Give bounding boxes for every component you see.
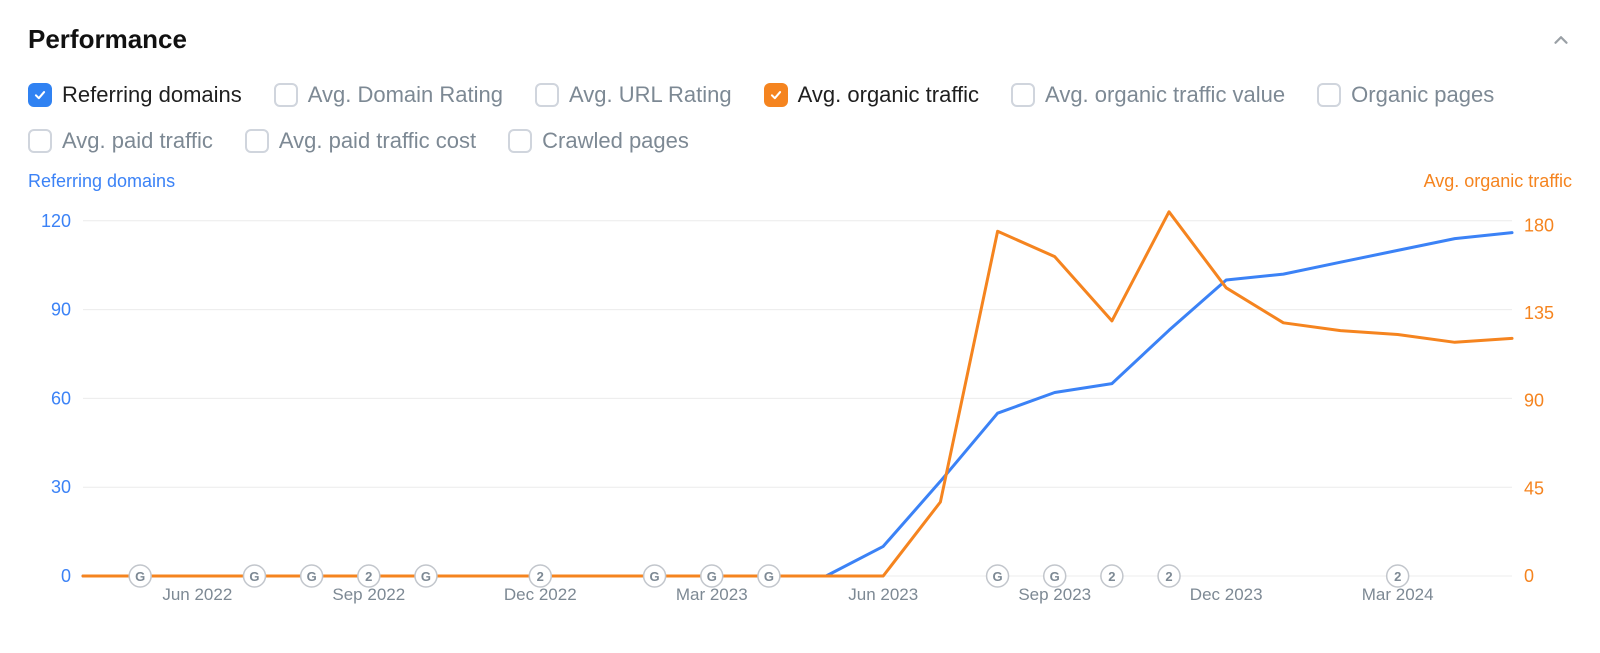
y-right-tick: 0 xyxy=(1524,566,1534,586)
performance-chart: 0 30 60 90 120 0 45 90 135 180 G G G 2 G 2 G G G G G 2 2 2 Jun 2… xyxy=(28,196,1572,606)
checkbox-icon xyxy=(28,83,52,107)
baseline-marker-label: G xyxy=(1050,569,1060,584)
y-left-tick: 30 xyxy=(51,477,71,497)
x-tick-label: Jun 2022 xyxy=(162,585,232,604)
filter-label: Avg. URL Rating xyxy=(569,84,732,106)
panel-title: Performance xyxy=(28,24,187,55)
metric-filter-row: Referring domains Avg. Domain Rating Avg. … xyxy=(28,83,1572,153)
baseline-marker-label: G xyxy=(764,569,774,584)
filter-avg_paid_traffic_cost[interactable]: Avg. paid traffic cost xyxy=(245,129,476,153)
filter-label: Crawled pages xyxy=(542,130,689,152)
checkbox-icon xyxy=(28,129,52,153)
y-left-tick: 0 xyxy=(61,566,71,586)
filter-label: Avg. organic traffic xyxy=(798,84,979,106)
baseline-marker-label: G xyxy=(135,569,145,584)
x-tick-label: Sep 2023 xyxy=(1018,585,1091,604)
baseline-marker-label: 2 xyxy=(537,569,544,584)
y-right-tick: 180 xyxy=(1524,215,1554,235)
x-tick-label: Jun 2023 xyxy=(848,585,918,604)
checkbox-icon xyxy=(1317,83,1341,107)
baseline-marker-label: G xyxy=(421,569,431,584)
chevron-up-icon xyxy=(1550,29,1572,51)
filter-avg_paid_traffic[interactable]: Avg. paid traffic xyxy=(28,129,213,153)
checkbox-icon xyxy=(764,83,788,107)
axis-labels-row: Referring domains Avg. organic traffic xyxy=(28,171,1572,192)
series-referring-domains xyxy=(83,233,1512,576)
baseline-marker-label: 2 xyxy=(1394,569,1401,584)
y-left-tick: 90 xyxy=(51,300,71,320)
baseline-marker-label: G xyxy=(249,569,259,584)
filter-label: Referring domains xyxy=(62,84,242,106)
filter-avg_domain_rating[interactable]: Avg. Domain Rating xyxy=(274,83,503,107)
x-tick-label: Dec 2022 xyxy=(504,585,577,604)
checkbox-icon xyxy=(274,83,298,107)
x-tick-label: Mar 2023 xyxy=(676,585,748,604)
checkbox-icon xyxy=(535,83,559,107)
baseline-marker-label: G xyxy=(650,569,660,584)
y-left-tick: 60 xyxy=(51,388,71,408)
filter-avg_url_rating[interactable]: Avg. URL Rating xyxy=(535,83,732,107)
chart-container: 0 30 60 90 120 0 45 90 135 180 G G G 2 G 2 G G G G G 2 2 2 Jun 2… xyxy=(28,196,1572,606)
filter-label: Avg. Domain Rating xyxy=(308,84,503,106)
y-left-tick: 120 xyxy=(41,211,71,231)
y-right-tick: 135 xyxy=(1524,303,1554,323)
x-tick-label: Sep 2022 xyxy=(332,585,405,604)
filter-avg_org_traffic_value[interactable]: Avg. organic traffic value xyxy=(1011,83,1285,107)
series-avg-organic-traffic xyxy=(83,212,1512,576)
filter-label: Organic pages xyxy=(1351,84,1494,106)
baseline-marker-label: 2 xyxy=(365,569,372,584)
panel-header: Performance xyxy=(28,24,1572,55)
performance-panel: Performance Referring domains Avg. Domain… xyxy=(0,0,1600,653)
baseline-marker-label: 2 xyxy=(1108,569,1115,584)
checkbox-icon xyxy=(1011,83,1035,107)
baseline-marker-label: G xyxy=(307,569,317,584)
baseline-marker-label: 2 xyxy=(1165,569,1172,584)
x-tick-label: Mar 2024 xyxy=(1362,585,1434,604)
left-axis-label: Referring domains xyxy=(28,171,175,192)
filter-crawled_pages[interactable]: Crawled pages xyxy=(508,129,689,153)
filter-avg_organic_traffic[interactable]: Avg. organic traffic xyxy=(764,83,979,107)
checkbox-icon xyxy=(245,129,269,153)
y-right-tick: 90 xyxy=(1524,391,1544,411)
right-axis-label: Avg. organic traffic xyxy=(1424,171,1572,192)
filter-label: Avg. organic traffic value xyxy=(1045,84,1285,106)
y-right-tick: 45 xyxy=(1524,478,1544,498)
collapse-button[interactable] xyxy=(1550,29,1572,51)
baseline-marker-label: G xyxy=(992,569,1002,584)
baseline-marker-label: G xyxy=(707,569,717,584)
filter-label: Avg. paid traffic cost xyxy=(279,130,476,152)
filter-referring_domains[interactable]: Referring domains xyxy=(28,83,242,107)
checkbox-icon xyxy=(508,129,532,153)
filter-organic_pages[interactable]: Organic pages xyxy=(1317,83,1494,107)
filter-label: Avg. paid traffic xyxy=(62,130,213,152)
x-tick-label: Dec 2023 xyxy=(1190,585,1263,604)
